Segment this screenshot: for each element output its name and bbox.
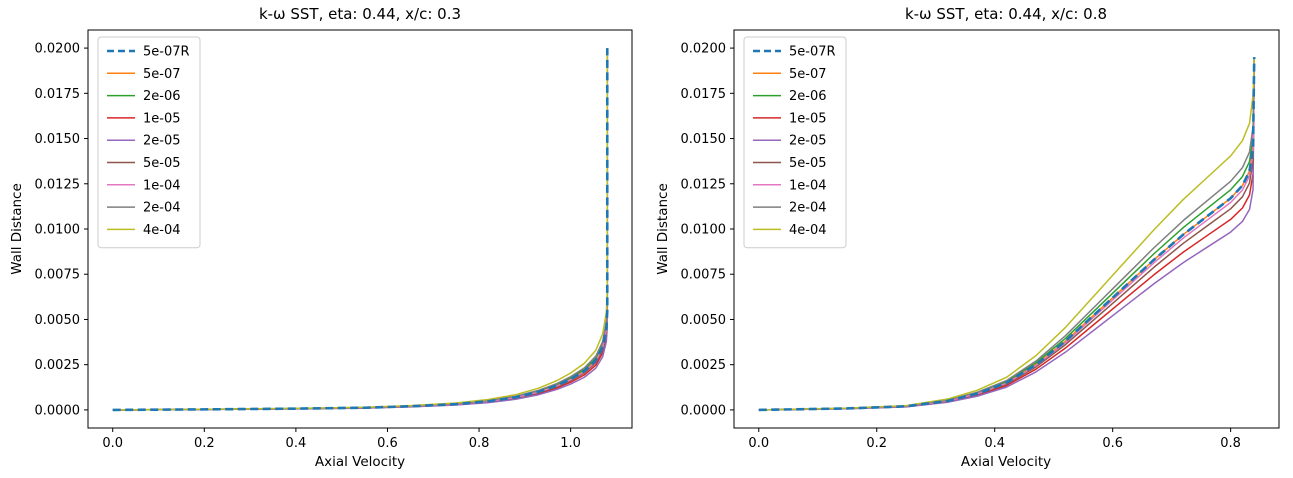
y-tick-label: 0.0175: [681, 87, 727, 102]
y-tick-label: 0.0050: [681, 313, 727, 328]
legend-label: 4e-04: [143, 223, 181, 238]
x-tick-label: 0.4: [984, 436, 1005, 451]
figure-left: k-ω SST, eta: 0.44, x/c: 0.3 Wall Distan…: [0, 0, 646, 478]
y-tick-label: 0.0000: [35, 403, 81, 418]
legend-label: 5e-05: [143, 156, 181, 171]
series-line-5e-07R: [112, 48, 609, 412]
x-tick-label: 0.0: [748, 436, 769, 451]
y-tick-label: 0.0125: [35, 177, 81, 192]
legend-label: 1e-05: [789, 111, 827, 126]
legend-box: [97, 36, 201, 249]
y-tick-label: 0.0075: [681, 268, 727, 283]
legend-label: 5e-07: [789, 67, 827, 82]
x-tick-label: 0.8: [1220, 436, 1241, 451]
x-tick-label: 0.2: [866, 436, 887, 451]
x-tick-label: 0.4: [286, 436, 307, 451]
y-tick-label: 0.0100: [35, 223, 81, 238]
legend-label: 5e-07R: [789, 45, 836, 60]
y-tick-label: 0.0200: [681, 42, 727, 57]
legend: 5e-07R 5e-07 2e-06 1e-05 2e-05 5e-05 1e-04 2e-0…: [97, 36, 201, 249]
legend-label: 1e-04: [789, 178, 827, 193]
legend-label: 1e-04: [143, 178, 181, 193]
legend-label: 5e-05: [789, 156, 827, 171]
y-tick-label: 0.0150: [35, 132, 81, 147]
x-tick-label: 1.0: [560, 436, 581, 451]
legend-label: 5e-07R: [143, 45, 190, 60]
y-tick-label: 0.0000: [681, 403, 727, 418]
y-tick-label: 0.0200: [35, 42, 81, 57]
legend-box: [743, 36, 847, 249]
x-tick-label: 0.2: [194, 436, 215, 451]
y-tick-label: 0.0025: [681, 358, 727, 373]
x-tick-label: 0.6: [377, 436, 398, 451]
x-tick-label: 0.0: [102, 436, 123, 451]
chart-canvas-right: 0.0 0.2 0.4 0.6 0.8 0.0000 0.0025 0.0050 0.0075 0…: [681, 29, 1280, 451]
x-axis-label-left: Axial Velocity: [314, 454, 406, 470]
chart-title-left: k-ω SST, eta: 0.44, x/c: 0.3: [258, 5, 462, 23]
legend: 5e-07R 5e-07 2e-06 1e-05 2e-05 5e-05 1e-04 2e-0…: [743, 36, 847, 249]
y-tick-label: 0.0050: [35, 313, 81, 328]
y-tick-label: 0.0125: [681, 177, 727, 192]
chart-canvas-left: 0.0 0.2 0.4 0.6 0.8 1.0 0.0000 0.0025 0.0050 0.00…: [35, 29, 633, 451]
legend-label: 2e-04: [789, 201, 827, 216]
series-line-4e-04: [758, 57, 1255, 411]
x-tick-label: 0.8: [469, 436, 490, 451]
x-axis-label-right: Axial Velocity: [960, 454, 1052, 470]
legend-label: 2e-04: [143, 201, 181, 216]
legend-label: 2e-06: [143, 89, 181, 104]
legend-label: 1e-05: [143, 111, 181, 126]
chart-title-right: k-ω SST, eta: 0.44, x/c: 0.8: [904, 5, 1108, 23]
y-tick-label: 0.0100: [681, 223, 727, 238]
y-tick-label: 0.0075: [35, 268, 81, 283]
legend-label: 4e-04: [789, 223, 827, 238]
series-line-5e-07R: [758, 57, 1256, 412]
figure-right: k-ω SST, eta: 0.44, x/c: 0.8 Wall Distan…: [646, 0, 1293, 478]
y-tick-label: 0.0025: [35, 358, 81, 373]
legend-label: 5e-07: [143, 67, 181, 82]
legend-label: 2e-05: [143, 134, 181, 149]
y-tick-label: 0.0175: [35, 87, 81, 102]
legend-label: 2e-06: [789, 89, 827, 104]
x-tick-label: 0.6: [1102, 436, 1123, 451]
y-tick-label: 0.0150: [681, 132, 727, 147]
legend-label: 2e-05: [789, 134, 827, 149]
